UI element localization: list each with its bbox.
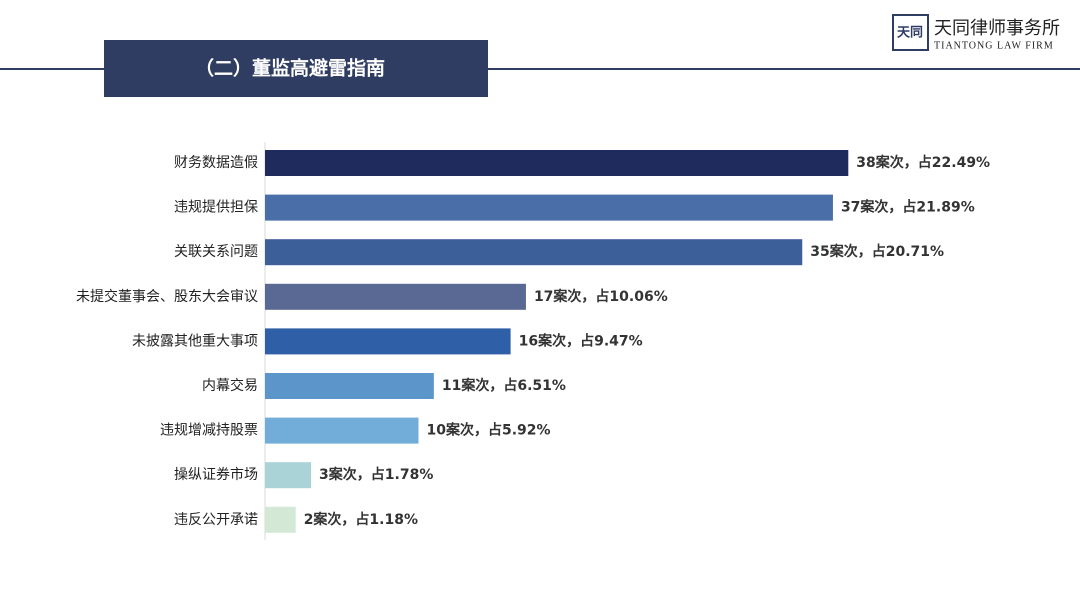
value-label: 37案次，占21.89% xyxy=(841,199,975,216)
logo-icon xyxy=(892,14,929,51)
value-label: 17案次，占10.06% xyxy=(534,288,668,305)
bar xyxy=(265,373,434,399)
title-box xyxy=(104,40,488,97)
category-label: 违规提供担保 xyxy=(174,200,258,216)
category-label: 关联关系问题 xyxy=(174,244,258,260)
category-label: 未提交董事会、股东大会审议 xyxy=(76,288,258,305)
bar xyxy=(265,150,849,176)
value-label: 35案次，占20.71% xyxy=(810,243,944,260)
category-label: 违规增减持股票 xyxy=(160,423,258,439)
bar xyxy=(265,417,419,444)
bar xyxy=(265,462,312,489)
category-label: 违反公开承诺 xyxy=(174,512,258,528)
section-title: （二）董监高避雷指南 xyxy=(195,57,385,80)
category-label: 操纵证券市场 xyxy=(174,466,258,483)
bar xyxy=(265,328,511,355)
logo-text: 天同 xyxy=(897,26,923,41)
bar xyxy=(265,239,803,266)
category-label: 未披露其他重大事项 xyxy=(132,333,258,349)
bar xyxy=(265,506,296,533)
bar xyxy=(265,194,833,221)
value-label: 2案次，占1.18% xyxy=(304,511,418,528)
value-label: 10案次，占5.92% xyxy=(427,422,551,439)
firm-name-en: TIANTONG LAW FIRM xyxy=(934,40,1054,51)
value-label: 16案次，占9.47% xyxy=(519,332,643,349)
bar xyxy=(265,283,526,310)
value-label: 11案次，占6.51% xyxy=(442,377,566,394)
value-label: 38案次，占22.49% xyxy=(856,154,990,171)
category-label: 财务数据造假 xyxy=(174,155,258,171)
category-label: 内幕交易 xyxy=(202,377,258,394)
firm-name: 天同律师事务所 xyxy=(934,18,1060,39)
value-label: 3案次，占1.78% xyxy=(319,466,433,483)
